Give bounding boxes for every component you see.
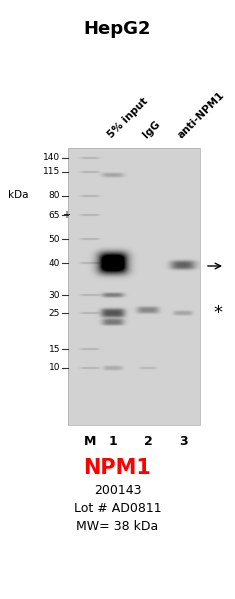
Text: MW= 38 kDa: MW= 38 kDa: [76, 520, 159, 533]
Text: 65: 65: [48, 210, 60, 219]
Text: 15: 15: [48, 344, 60, 353]
Text: 10: 10: [48, 364, 60, 373]
Text: *: *: [214, 304, 223, 322]
Text: 2: 2: [144, 435, 152, 448]
Text: 25: 25: [49, 308, 60, 317]
Text: 5% input: 5% input: [106, 96, 150, 140]
Text: 1: 1: [109, 435, 117, 448]
Bar: [68, 148, 200, 425]
Text: 3: 3: [179, 435, 187, 448]
Text: 200143: 200143: [94, 484, 141, 497]
Text: Lot # AD0811: Lot # AD0811: [74, 502, 161, 515]
Text: HepG2: HepG2: [84, 20, 151, 38]
Text: 30: 30: [48, 291, 60, 300]
Text: anti-NPM1: anti-NPM1: [176, 89, 226, 140]
Text: 40: 40: [49, 259, 60, 268]
Text: IgG: IgG: [141, 119, 162, 140]
Text: M: M: [84, 435, 96, 448]
Text: 140: 140: [43, 153, 60, 162]
Text: 115: 115: [43, 168, 60, 177]
Text: +: +: [62, 210, 70, 220]
Text: NPM1: NPM1: [84, 458, 151, 478]
Text: kDa: kDa: [8, 190, 28, 200]
Text: 50: 50: [48, 234, 60, 244]
Text: 80: 80: [48, 192, 60, 201]
